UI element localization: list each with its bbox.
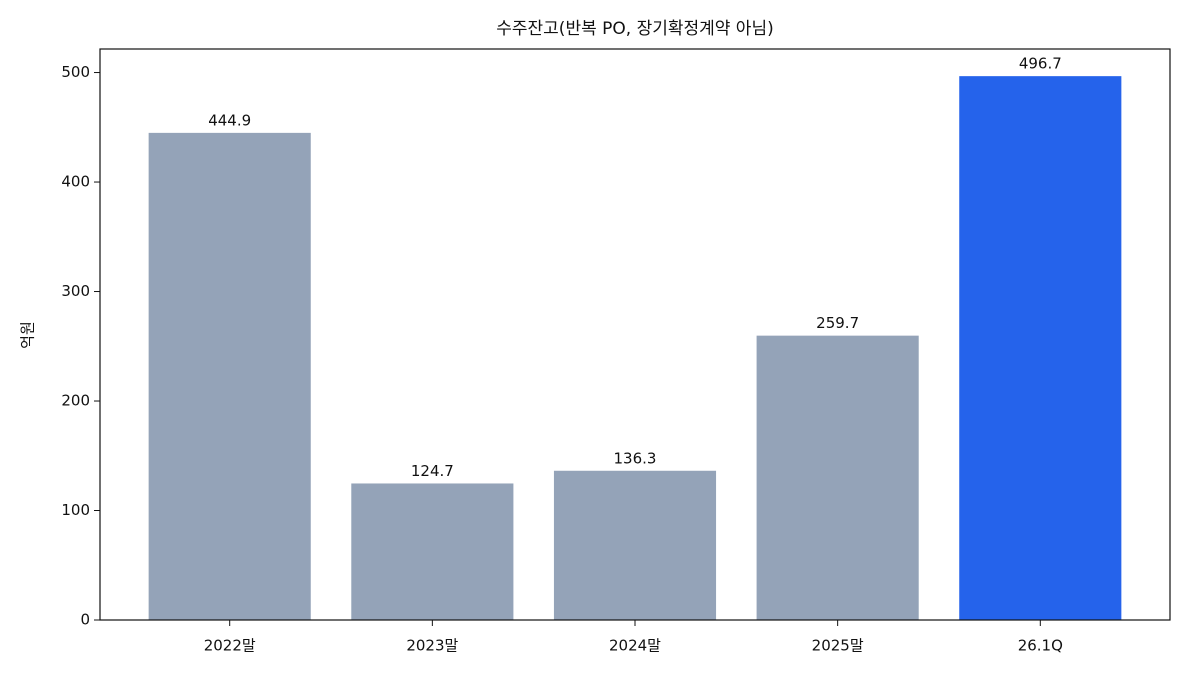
y-tick-label: 400 (61, 173, 90, 191)
value-label: 496.7 (1019, 55, 1062, 73)
value-label: 444.9 (208, 111, 251, 129)
value-label: 259.7 (816, 314, 859, 332)
bar (351, 483, 514, 620)
x-tick-label: 2022말 (204, 637, 256, 655)
x-tick-label: 2025말 (812, 637, 864, 655)
bar (148, 132, 311, 620)
bar (959, 76, 1122, 620)
y-tick-label: 0 (80, 611, 90, 629)
bar (756, 335, 919, 620)
bar (553, 470, 717, 620)
x-tick-label: 2024말 (609, 637, 661, 655)
value-label: 136.3 (614, 449, 657, 467)
y-tick-label: 100 (61, 501, 90, 519)
chart-title: 수주잔고(반복 PO, 장기확정계약 아님) (496, 19, 773, 39)
value-label: 124.7 (411, 462, 454, 480)
y-tick-label: 300 (61, 282, 90, 300)
x-tick-label: 2023말 (406, 637, 458, 655)
y-tick-label: 200 (61, 392, 90, 410)
y-tick-label: 500 (61, 63, 90, 81)
plot-frame (99, 48, 1171, 621)
y-axis-label: 억원 (19, 321, 37, 349)
x-tick-label: 26.1Q (1018, 637, 1063, 655)
